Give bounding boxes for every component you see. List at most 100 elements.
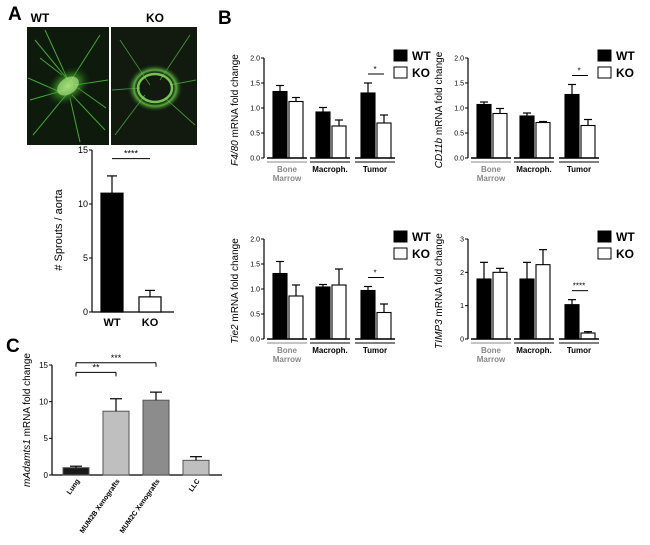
- chartB1-legend-swatch-ko: [393, 66, 408, 79]
- chartB4-y-tick-label: 2: [460, 270, 464, 277]
- chartB3-legend-wt: WT: [412, 230, 431, 244]
- chartB2-y-tick-label: 1.0: [454, 105, 464, 112]
- chartB3-group-label: Tumor: [363, 346, 387, 355]
- chartB4-group-label: Tumor: [567, 346, 591, 355]
- chartB3-sig-label: *: [373, 269, 376, 278]
- chart-c-bar: [102, 410, 130, 476]
- wt-microscopy-image: [27, 27, 109, 145]
- image-label-wt: WT: [31, 11, 50, 25]
- chartB4-legend-wt: WT: [616, 230, 635, 244]
- chart-c-y-tick-label: 15: [39, 361, 48, 370]
- chartB4-bar-wt: [476, 278, 492, 340]
- chartB4-bar-wt: [519, 278, 535, 340]
- chartB1-legend-ko: KO: [412, 66, 430, 80]
- panel-a-letter: A: [8, 4, 22, 25]
- chartB3-bar-ko: [288, 295, 304, 340]
- chartB1-legend-wt: WT: [412, 49, 431, 63]
- chartB4-legend-swatch-wt: [597, 230, 612, 243]
- chartB1-bar-wt: [315, 111, 331, 159]
- chart-b-f480: 0.0 0.5 1.0 1.5 2.0 F4/80 mRNA fold change Bon…: [230, 49, 431, 183]
- chartB1-y-tick-label: 0.5: [250, 130, 260, 137]
- chart-a-y-tick-label: 0: [83, 307, 88, 317]
- chartB2-legend-wt: WT: [616, 49, 635, 63]
- chart-a-x-label: WT: [103, 317, 120, 329]
- chartB4-y-tick-label: 1: [460, 303, 464, 310]
- chart-b-tie2: 0.0 0.5 1.0 1.5 2.0 Tie2 mRNA fold change Bone…: [230, 230, 431, 364]
- chart-a-y-tick-label: 5: [83, 253, 88, 263]
- chart-a-y-tick-label: 15: [78, 145, 88, 155]
- chartB3-group-label: Bone: [277, 346, 298, 355]
- chartB3-legend-ko: KO: [412, 247, 430, 261]
- chartB4-sig-label: ****: [573, 282, 585, 291]
- chart-c-bar: [182, 459, 210, 476]
- panel-b-letter: B: [218, 8, 232, 29]
- image-label-ko: KO: [146, 11, 164, 25]
- chartB4-y-label: TIMP3 mRNA fold change: [434, 233, 445, 349]
- chart-c-sig-label: **: [92, 362, 100, 372]
- chartB3-group-label: Marrow: [273, 355, 302, 364]
- chartB3-y-tick-label: 2.0: [250, 236, 260, 243]
- chartB4-legend-swatch-ko: [597, 247, 612, 260]
- chartB3-y-tick-label: 0.5: [250, 311, 260, 318]
- chartB4-bar-ko: [580, 332, 596, 340]
- chart-c-madamts1: 0 5 10 15 mAdamts1 mRNA fold change LungMUM2B…: [22, 353, 222, 535]
- chart-c-y-tick-label: 0: [44, 471, 49, 480]
- chart-c-x-label: MUM2B Xenografts: [79, 478, 122, 535]
- chartB2-group-label: Macroph.: [516, 165, 552, 174]
- chartB1-group-label: Marrow: [273, 174, 302, 183]
- chartB2-legend-swatch-wt: [597, 49, 612, 62]
- chartB2-y-tick-label: 1.5: [454, 80, 464, 87]
- chart-c-y-label: mAdamts1 mRNA fold change: [22, 353, 33, 487]
- chartB4-legend-ko: KO: [616, 247, 634, 261]
- chartB4-y-tick-label: 3: [460, 236, 464, 243]
- chartB3-y-tick-label: 0.0: [250, 336, 260, 343]
- chartB4-group-label: Macroph.: [516, 346, 552, 355]
- chartB2-sig-label: *: [577, 67, 580, 76]
- chartB3-bar-ko: [331, 284, 347, 340]
- chart-c-x-label: Lung: [66, 478, 82, 496]
- ko-microscopy-image: [111, 27, 197, 145]
- chart-a-y-label: # Sprouts / aorta: [53, 188, 65, 270]
- chartB1-y-tick-label: 2.0: [250, 55, 260, 62]
- chartB3-bar-wt: [360, 289, 376, 340]
- chart-a-y-tick-label: 10: [78, 199, 88, 209]
- chartB3-legend-swatch-ko: [393, 247, 408, 260]
- chart-a-sprouts: 0 5 10 15 # Sprouts / aorta WT KO ****: [53, 145, 174, 329]
- chartB1-bar-wt: [272, 90, 288, 159]
- chartB2-legend-swatch-ko: [597, 66, 612, 79]
- chartB1-y-tick-label: 1.0: [250, 105, 260, 112]
- chart-a-sig-label: ****: [124, 149, 139, 159]
- chart-c-bar: [142, 399, 170, 476]
- chartB3-y-tick-label: 1.0: [250, 286, 260, 293]
- chartB1-bar-wt: [360, 92, 376, 159]
- chartB3-bar-wt: [272, 272, 288, 340]
- chartB3-bar-ko: [376, 311, 392, 340]
- chartB2-group-label: Bone: [481, 165, 502, 174]
- chart-b-cd11b: 0.0 0.5 1.0 1.5 2.0 CD11b mRNA fold change Bon…: [434, 49, 635, 183]
- chartB2-group-label: Marrow: [477, 174, 506, 183]
- chart-c-y-tick-label: 10: [39, 397, 48, 406]
- chartB2-bar-wt: [519, 115, 535, 159]
- chartB1-y-tick-label: 0.0: [250, 155, 260, 162]
- chartB4-bar-ko: [492, 271, 508, 340]
- chartB1-group-label: Tumor: [363, 165, 387, 174]
- chartB2-bar-wt: [564, 93, 580, 159]
- chartB3-y-tick-label: 1.5: [250, 261, 260, 268]
- panel-c-letter: C: [6, 336, 20, 357]
- chartB2-bar-ko: [580, 124, 596, 159]
- chartB3-group-label: Macroph.: [312, 346, 348, 355]
- chartB1-legend-swatch-wt: [393, 49, 408, 62]
- chartB4-bar-wt: [564, 304, 580, 340]
- chartB2-y-tick-label: 0.5: [454, 130, 464, 137]
- chart-c-x-label: MUM2C Xenografts: [119, 478, 162, 535]
- chart-a-x-label: KO: [142, 317, 159, 329]
- chart-c-x-label: LLC: [188, 478, 202, 493]
- chartB1-bar-ko: [376, 122, 392, 159]
- chartB2-bar-ko: [492, 112, 508, 159]
- chartB3-legend-swatch-wt: [393, 230, 408, 243]
- chartB3-y-label: Tie2 mRNA fold change: [230, 238, 241, 344]
- chartB1-bar-ko: [288, 100, 304, 159]
- chart-a-bar: [100, 192, 124, 313]
